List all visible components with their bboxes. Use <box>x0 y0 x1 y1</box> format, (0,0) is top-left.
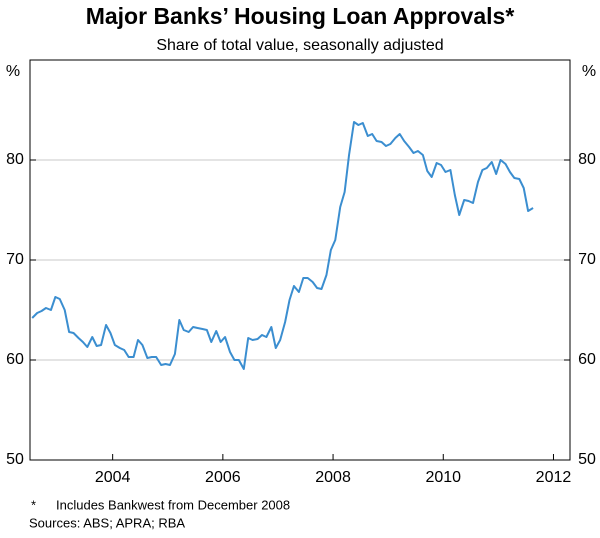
chart-subtitle: Share of total value, seasonally adjuste… <box>156 37 443 54</box>
y-tick-label: 50 <box>6 451 24 468</box>
y-axis-unit: % <box>6 63 20 80</box>
x-tick-label: 2012 <box>536 469 572 486</box>
x-tick-label: 2010 <box>425 469 461 486</box>
plot-frame <box>29 59 571 461</box>
y2-tick-label: 50 <box>578 451 596 468</box>
data-line <box>31 121 534 370</box>
note: Includes Bankwest from December 2008 <box>56 497 290 512</box>
x-tick-label: 2004 <box>95 469 131 486</box>
x-tick-label: 2006 <box>205 469 241 486</box>
sources: Sources: ABS; APRA; RBA <box>29 515 185 530</box>
y2-tick-label: 60 <box>578 351 596 368</box>
chart-title: Major Banks’ Housing Loan Approvals* <box>86 3 515 29</box>
note-marker: * <box>31 497 36 512</box>
y2-axis-unit: % <box>582 63 596 80</box>
y2-tick-label: 80 <box>578 151 596 168</box>
y-tick-label: 80 <box>6 151 24 168</box>
y-tick-label: 70 <box>6 251 24 268</box>
y-tick-label: 60 <box>6 351 24 368</box>
x-tick-label: 2008 <box>315 469 351 486</box>
y2-tick-label: 70 <box>578 251 596 268</box>
